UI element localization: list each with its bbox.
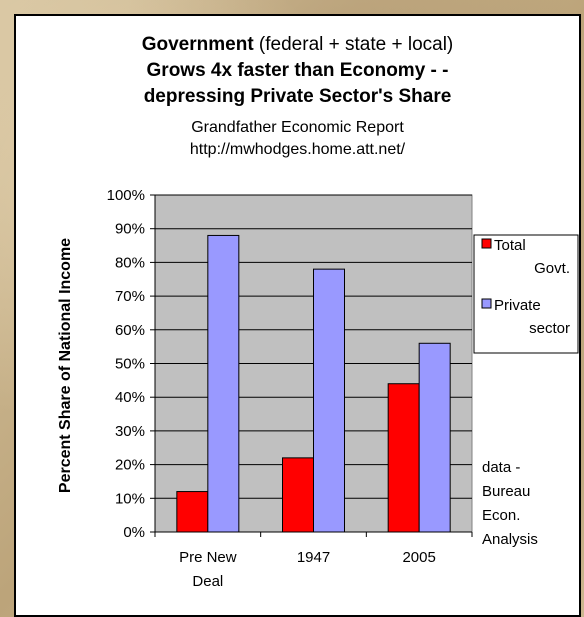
y-tick-label: 80% (115, 254, 145, 271)
y-tick-label: 60% (115, 322, 145, 339)
y-axis-label: Percent Share of National Income (57, 238, 74, 493)
x-tick-label: 1947 (297, 549, 330, 566)
y-tick-label: 70% (115, 288, 145, 305)
chart-title-line-1: Government (federal + state + local) (16, 34, 579, 56)
y-tick-label: 0% (123, 524, 145, 541)
source-annotation: data - (482, 459, 520, 476)
x-tick-label: Deal (192, 573, 223, 590)
y-tick-label: 20% (115, 457, 145, 474)
source-annotation: Analysis (482, 531, 538, 548)
legend-swatch (481, 298, 492, 309)
x-tick-label: Pre New (179, 549, 237, 566)
bar (418, 342, 451, 533)
legend-box (473, 234, 579, 354)
legend-label: Total (494, 237, 526, 254)
bar (387, 383, 420, 533)
bar (313, 268, 345, 533)
chart-title-normal: (federal + state + local) (253, 34, 454, 55)
bar (282, 457, 314, 533)
source-annotation: Bureau (482, 483, 530, 500)
chart-title-line-3: depressing Private Sector's Share (143, 86, 452, 107)
y-tick-label: 100% (107, 187, 145, 204)
source-annotation: Econ. (482, 507, 520, 524)
y-tick-label: 10% (115, 490, 145, 507)
y-tick-label: 90% (115, 221, 145, 238)
legend-label: sector (529, 320, 570, 337)
chart-subtitle-line-2: http://mwhodges.home.att.net/ (189, 141, 406, 158)
legend-swatch (481, 238, 492, 249)
y-tick-label: 40% (115, 389, 145, 406)
y-tick-label: 30% (115, 423, 145, 440)
chart-title-line-2: Grows 4x faster than Economy - - (146, 60, 449, 81)
legend-label: Private (494, 297, 541, 314)
legend-label: Govt. (534, 260, 570, 277)
chart-subtitle-line-1: Grandfather Economic Report (191, 119, 404, 136)
y-tick-label: 50% (115, 356, 145, 373)
chart-title-bold: Government (141, 34, 254, 55)
bar (176, 491, 209, 533)
x-tick-label: 2005 (402, 549, 435, 566)
bar (207, 234, 240, 533)
